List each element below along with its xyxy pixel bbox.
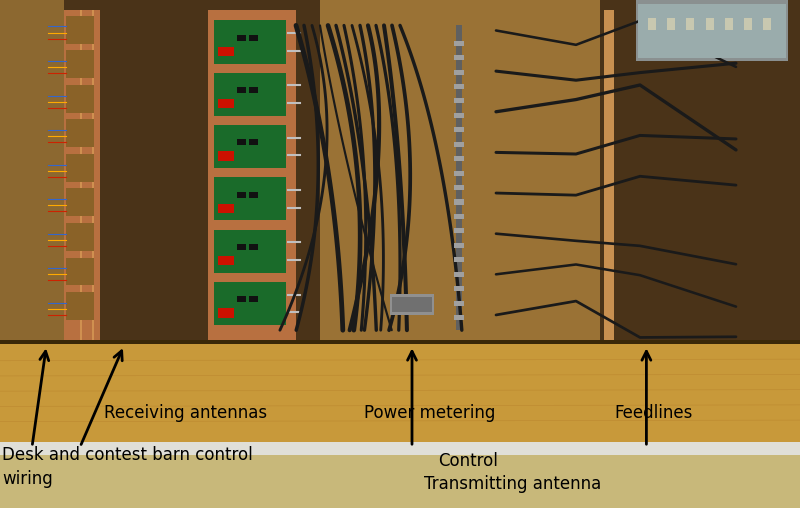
Bar bbox=[66, 16, 94, 44]
Bar bbox=[249, 192, 258, 198]
Bar bbox=[66, 223, 94, 251]
Bar bbox=[237, 296, 246, 302]
Bar bbox=[454, 84, 464, 89]
Text: Power metering: Power metering bbox=[364, 404, 495, 422]
Bar bbox=[454, 41, 464, 46]
Bar bbox=[92, 10, 94, 340]
Bar bbox=[763, 18, 771, 30]
Bar bbox=[0, 455, 800, 508]
Bar bbox=[0, 340, 800, 442]
Bar bbox=[686, 18, 694, 30]
Bar bbox=[237, 139, 246, 145]
Bar bbox=[454, 301, 464, 306]
Bar bbox=[390, 294, 434, 315]
Bar bbox=[638, 4, 786, 58]
Bar bbox=[249, 139, 258, 145]
Bar bbox=[214, 230, 286, 273]
Text: Control: Control bbox=[438, 452, 498, 470]
Bar bbox=[454, 200, 464, 205]
Bar bbox=[249, 296, 258, 302]
Bar bbox=[66, 119, 94, 147]
Bar bbox=[454, 128, 464, 133]
Bar bbox=[0, 0, 64, 340]
Bar bbox=[64, 10, 100, 340]
Bar bbox=[454, 228, 464, 233]
Bar bbox=[237, 35, 246, 41]
Bar bbox=[218, 151, 234, 161]
Bar bbox=[725, 18, 733, 30]
Bar bbox=[667, 18, 675, 30]
Bar bbox=[604, 10, 614, 340]
Bar bbox=[214, 125, 286, 168]
Bar bbox=[454, 243, 464, 248]
Bar bbox=[648, 18, 656, 30]
Bar bbox=[454, 171, 464, 176]
Bar bbox=[249, 35, 258, 41]
Bar bbox=[249, 244, 258, 250]
Bar bbox=[214, 73, 286, 116]
Bar bbox=[218, 308, 234, 318]
Bar bbox=[454, 99, 464, 104]
Bar bbox=[454, 185, 464, 190]
Bar bbox=[520, 0, 600, 340]
Bar bbox=[0, 340, 800, 344]
Bar bbox=[454, 257, 464, 262]
Bar bbox=[744, 18, 752, 30]
Bar bbox=[636, 0, 788, 61]
Bar bbox=[214, 282, 286, 325]
Bar bbox=[214, 177, 286, 220]
Bar bbox=[320, 0, 520, 340]
Bar bbox=[454, 113, 464, 118]
Bar bbox=[66, 188, 94, 216]
Bar bbox=[454, 214, 464, 219]
Bar bbox=[218, 256, 234, 265]
Bar bbox=[80, 10, 82, 340]
Text: Desk and contest barn control
wiring: Desk and contest barn control wiring bbox=[2, 446, 253, 488]
Bar bbox=[454, 272, 464, 277]
Bar bbox=[454, 70, 464, 75]
Bar bbox=[208, 10, 296, 340]
Bar bbox=[66, 154, 94, 182]
Bar bbox=[706, 18, 714, 30]
Text: Feedlines: Feedlines bbox=[614, 404, 693, 422]
Bar bbox=[454, 142, 464, 147]
Bar bbox=[66, 50, 94, 78]
Bar bbox=[218, 47, 234, 56]
Bar bbox=[218, 99, 234, 108]
Bar bbox=[0, 442, 800, 455]
Text: Receiving antennas: Receiving antennas bbox=[104, 404, 267, 422]
Bar bbox=[454, 156, 464, 161]
Bar bbox=[237, 87, 246, 93]
Bar bbox=[237, 244, 246, 250]
Bar bbox=[392, 297, 432, 312]
Bar bbox=[454, 286, 464, 291]
Bar bbox=[237, 192, 246, 198]
Bar bbox=[66, 85, 94, 113]
Bar bbox=[66, 258, 94, 285]
Bar bbox=[66, 292, 94, 320]
Bar bbox=[0, 0, 800, 340]
Bar bbox=[454, 55, 464, 60]
Bar bbox=[218, 204, 234, 213]
Bar bbox=[214, 20, 286, 63]
Bar bbox=[456, 25, 462, 330]
Bar bbox=[454, 315, 464, 320]
Bar bbox=[249, 87, 258, 93]
Text: Transmitting antenna: Transmitting antenna bbox=[424, 475, 602, 493]
